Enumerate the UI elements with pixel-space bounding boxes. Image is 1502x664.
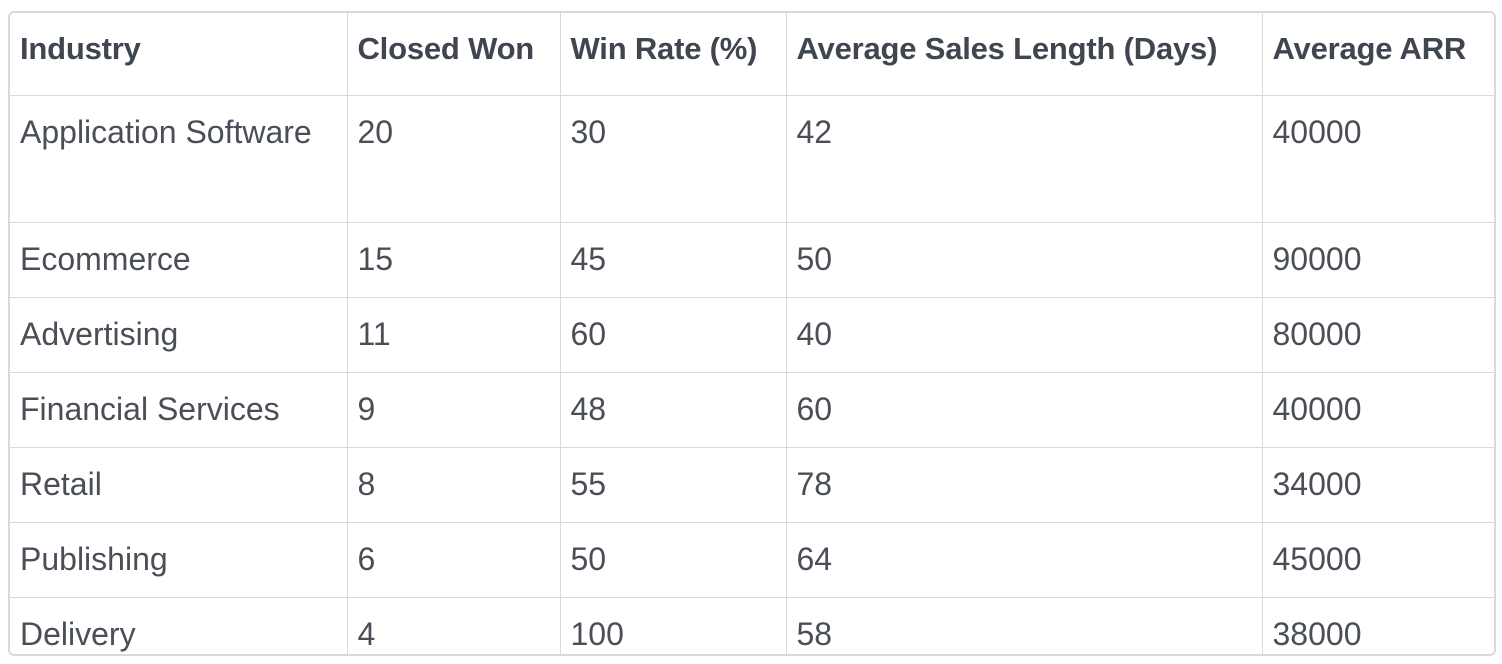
cell-industry: Delivery [10, 597, 348, 654]
cell-industry: Ecommerce [10, 222, 348, 298]
column-header-industry: Industry [10, 13, 348, 96]
table-row: Retail 8 55 78 34000 [10, 447, 1494, 523]
column-header-average-sales-length: Average Sales Length (Days) [785, 13, 1263, 96]
cell-average-sales-length: 40 [785, 297, 1263, 373]
cell-average-arr: 34000 [1261, 447, 1494, 523]
table-row: Ecommerce 15 45 50 90000 [10, 222, 1494, 298]
table-row: Advertising 11 60 40 80000 [10, 297, 1494, 373]
cell-win-rate: 30 [559, 95, 787, 223]
cell-industry: Publishing [10, 522, 348, 598]
cell-win-rate: 55 [559, 447, 787, 523]
cell-industry: Advertising [10, 297, 348, 373]
cell-closed-won: 11 [346, 297, 561, 373]
table-body: Application Software 20 30 42 40000 Ecom… [10, 95, 1494, 654]
cell-average-sales-length: 42 [785, 95, 1263, 223]
cell-industry: Retail [10, 447, 348, 523]
cell-average-sales-length: 60 [785, 372, 1263, 448]
column-header-win-rate: Win Rate (%) [559, 13, 787, 96]
cell-win-rate: 100 [559, 597, 787, 654]
cell-industry: Application Software [10, 95, 348, 223]
cell-average-arr: 90000 [1261, 222, 1494, 298]
industry-table: Industry Closed Won Win Rate (%) Average… [10, 13, 1494, 654]
cell-average-arr: 38000 [1261, 597, 1494, 654]
cell-industry: Financial Services [10, 372, 348, 448]
cell-average-sales-length: 58 [785, 597, 1263, 654]
cell-average-arr: 80000 [1261, 297, 1494, 373]
cell-closed-won: 9 [346, 372, 561, 448]
cell-closed-won: 6 [346, 522, 561, 598]
cell-win-rate: 50 [559, 522, 787, 598]
column-header-average-arr: Average ARR [1261, 13, 1494, 96]
cell-average-sales-length: 50 [785, 222, 1263, 298]
cell-average-arr: 45000 [1261, 522, 1494, 598]
cell-average-arr: 40000 [1261, 372, 1494, 448]
cell-closed-won: 20 [346, 95, 561, 223]
industry-table-container: Industry Closed Won Win Rate (%) Average… [8, 11, 1496, 656]
table-header: Industry Closed Won Win Rate (%) Average… [10, 13, 1494, 96]
cell-average-sales-length: 78 [785, 447, 1263, 523]
cell-win-rate: 45 [559, 222, 787, 298]
header-row: Industry Closed Won Win Rate (%) Average… [10, 13, 1494, 96]
table-row: Delivery 4 100 58 38000 [10, 597, 1494, 654]
column-header-closed-won: Closed Won [346, 13, 561, 96]
cell-average-arr: 40000 [1261, 95, 1494, 223]
cell-win-rate: 60 [559, 297, 787, 373]
cell-closed-won: 15 [346, 222, 561, 298]
table-row: Financial Services 9 48 60 40000 [10, 372, 1494, 448]
cell-average-sales-length: 64 [785, 522, 1263, 598]
cell-win-rate: 48 [559, 372, 787, 448]
cell-closed-won: 8 [346, 447, 561, 523]
cell-closed-won: 4 [346, 597, 561, 654]
table-row: Application Software 20 30 42 40000 [10, 95, 1494, 223]
table-row: Publishing 6 50 64 45000 [10, 522, 1494, 598]
